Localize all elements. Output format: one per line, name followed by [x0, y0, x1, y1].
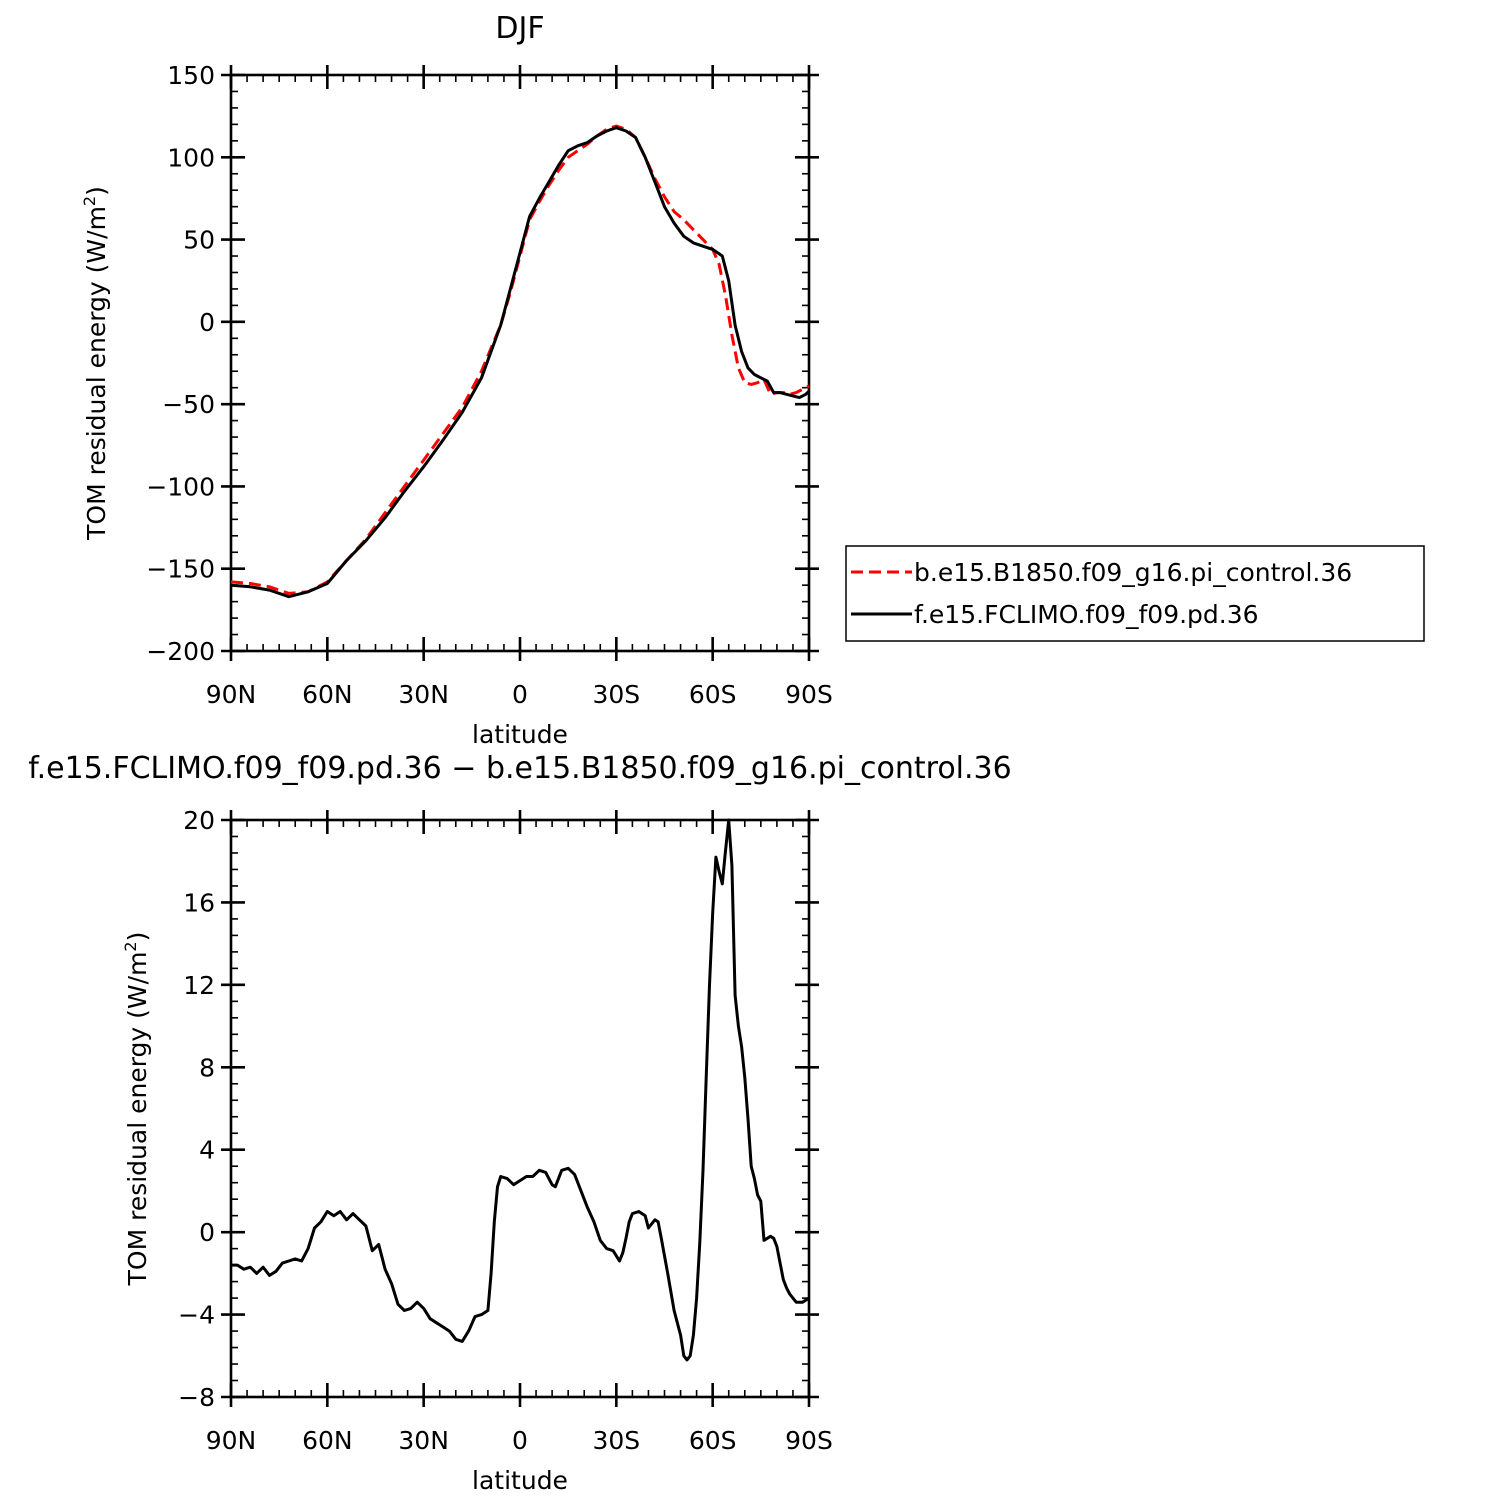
y-tick-label: −200 [146, 637, 215, 666]
legend-label-0: b.e15.B1850.f09_g16.pi_control.36 [914, 558, 1352, 587]
x-tick-label: 90S [785, 680, 833, 709]
x-tick-label: 60S [689, 1426, 737, 1455]
series-line-0 [231, 818, 810, 1362]
y-axis-title: TOM residual energy (W/m2) [121, 932, 152, 1287]
y-tick-label: −4 [178, 1301, 215, 1330]
y-tick-label: 20 [183, 806, 215, 835]
y-tick-label: 150 [167, 61, 215, 90]
y-tick-label: −100 [146, 472, 215, 501]
y-axis-title-main: TOM residual energy (W/m [123, 952, 152, 1287]
top-chart-djf: DJF 90N 60N 30N 0 30S 60S 90S 150 100 50 0 −50 −100 −1… [80, 11, 833, 749]
x-tick-label: 0 [512, 1426, 528, 1455]
y-tick-label: 0 [199, 1218, 215, 1247]
y-axis-title-main: TOM residual energy (W/m [82, 206, 111, 541]
y-tick-label: 100 [167, 143, 215, 172]
series-line-1 [230, 126, 811, 599]
x-tick-label: 90S [785, 1426, 833, 1455]
y-tick-label: 8 [199, 1053, 215, 1082]
x-tick-label: 30S [592, 680, 640, 709]
plot-frame [229, 818, 811, 1399]
y-tick-label: 50 [183, 226, 215, 255]
y-axis-title-sup: 2 [121, 941, 140, 951]
chart-title: DJF [495, 11, 544, 46]
x-tick-label: 60S [689, 680, 737, 709]
legend-label-1: f.e15.FCLIMO.f09_f09.pd.36 [914, 600, 1259, 629]
x-tick-label: 30S [592, 1426, 640, 1455]
x-tick-label: 0 [512, 680, 528, 709]
legend-box [845, 545, 1425, 642]
x-axis-title: latitude [472, 1466, 568, 1495]
plot-frame [229, 73, 811, 653]
y-tick-label: 0 [199, 308, 215, 337]
x-tick-label: 90N [206, 680, 257, 709]
series-line-0 [230, 124, 810, 595]
y-tick-label: −8 [178, 1383, 215, 1412]
y-tick-label: −50 [162, 390, 215, 419]
x-tick-label: 60N [302, 680, 353, 709]
x-tick-label: 90N [206, 1426, 257, 1455]
x-tick-label: 60N [302, 1426, 353, 1455]
chart-title: f.e15.FCLIMO.f09_f09.pd.36 − b.e15.B1850… [28, 751, 1011, 786]
legend: b.e15.B1850.f09_g16.pi_control.36 f.e15.F… [845, 545, 1425, 642]
bottom-chart-difference: f.e15.FCLIMO.f09_f09.pd.36 − b.e15.B1850… [28, 751, 1011, 1495]
y-axis-title-end: ) [82, 186, 111, 196]
y-axis-title-sup: 2 [80, 196, 99, 206]
y-tick-label: 12 [183, 971, 215, 1000]
x-tick-label: 30N [398, 1426, 449, 1455]
x-tick-label: 30N [398, 680, 449, 709]
y-tick-label: −150 [146, 555, 215, 584]
x-axis-title: latitude [472, 720, 568, 749]
y-axis-title-end: ) [123, 932, 152, 942]
y-tick-label: 16 [183, 888, 215, 917]
y-axis-title: TOM residual energy (W/m2) [80, 186, 111, 541]
y-tick-label: 4 [199, 1136, 215, 1165]
